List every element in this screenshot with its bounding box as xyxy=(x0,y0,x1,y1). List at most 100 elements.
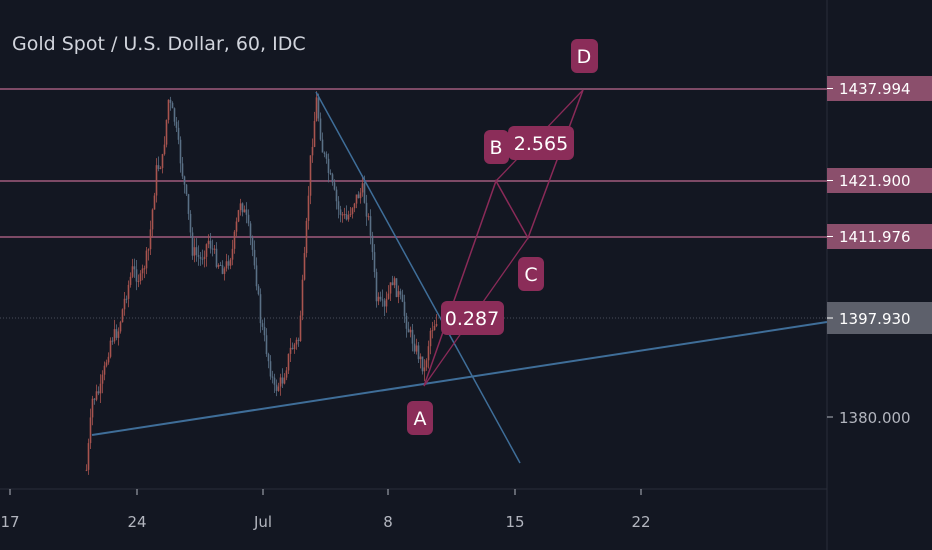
candle-body xyxy=(305,220,308,254)
candle-body xyxy=(323,152,326,154)
candle-body xyxy=(189,213,192,233)
candle-body xyxy=(233,231,236,249)
candle-body xyxy=(395,278,398,297)
candle-body xyxy=(303,253,306,280)
point-label-b: B xyxy=(484,130,509,164)
candle-body xyxy=(301,279,304,316)
point-label-d-text: D xyxy=(577,46,592,68)
candle-body xyxy=(169,99,172,103)
candle-body xyxy=(181,163,184,177)
candle-body xyxy=(85,469,88,471)
candle-body xyxy=(143,268,146,270)
candle-body xyxy=(161,154,164,168)
candle-body xyxy=(383,300,386,307)
candle-body xyxy=(299,315,302,341)
candle-body xyxy=(379,296,382,300)
candle-body xyxy=(125,298,128,300)
candle-body xyxy=(131,266,134,277)
price-axis[interactable]: 1437.994 1421.900 1411.976 1397.930 1380… xyxy=(827,76,932,427)
candle-body xyxy=(375,272,378,302)
candle-body xyxy=(99,383,102,394)
candle-body xyxy=(207,240,210,245)
candle-body xyxy=(423,367,426,372)
candle-body xyxy=(321,139,324,153)
candle-body xyxy=(265,335,268,355)
candle-body xyxy=(307,195,310,221)
support-trendline[interactable] xyxy=(91,321,828,436)
candle-body xyxy=(317,97,320,119)
point-label-b-text: B xyxy=(489,137,502,159)
candle-body xyxy=(139,273,142,281)
candle-body xyxy=(111,340,114,342)
candle-body xyxy=(103,365,106,375)
candle-body xyxy=(205,244,208,257)
candle-body xyxy=(269,361,272,377)
candle-body xyxy=(389,282,392,294)
candle-body xyxy=(387,293,390,299)
resistance-trendline[interactable] xyxy=(315,91,521,464)
point-label-d: D xyxy=(571,39,598,73)
candle-body xyxy=(221,265,224,274)
x-tick-24-text: 24 xyxy=(127,513,146,531)
candle-body xyxy=(357,194,360,199)
candle-body xyxy=(195,247,198,255)
candle-body xyxy=(333,182,336,190)
candle-body xyxy=(157,165,160,169)
x-tick-22: 22 xyxy=(631,489,651,531)
candle-body xyxy=(225,261,228,269)
candle-body xyxy=(425,360,428,368)
candle-body xyxy=(261,323,264,327)
candle-body xyxy=(117,331,120,338)
candle-body xyxy=(247,214,250,224)
candle-body xyxy=(285,370,288,378)
candle-body xyxy=(203,256,206,260)
candle-body xyxy=(377,296,380,302)
time-axis[interactable]: 17 24 Jul 8 15 22 xyxy=(0,489,651,531)
candle-body xyxy=(171,102,174,109)
candle-body xyxy=(429,330,432,347)
candle-body xyxy=(191,232,194,256)
candle-body xyxy=(339,209,342,215)
candle-body xyxy=(417,345,420,360)
candle-body xyxy=(179,139,182,164)
x-tick-15: 15 xyxy=(505,489,525,531)
candle-body xyxy=(93,398,96,400)
candle-body xyxy=(89,417,92,444)
level-price-label-3-text: 1411.976 xyxy=(839,228,911,246)
candle-body xyxy=(227,261,230,266)
x-tick-8: 8 xyxy=(383,489,393,531)
candle-body xyxy=(405,315,408,329)
candle-body xyxy=(137,280,140,282)
candle-body xyxy=(175,121,178,128)
candles xyxy=(85,91,438,475)
candle-body xyxy=(141,268,144,274)
candle-body xyxy=(353,203,356,209)
candle-body xyxy=(413,343,416,352)
candle-body xyxy=(277,386,280,391)
y-tick-1380: 1380.000 xyxy=(827,409,911,427)
candle-body xyxy=(211,248,214,250)
candle-body xyxy=(193,247,196,256)
candle-body xyxy=(289,347,292,354)
candle-body xyxy=(199,256,202,259)
candle-body xyxy=(167,99,170,120)
candle-body xyxy=(391,282,394,286)
candle-body xyxy=(107,356,110,363)
candle-body xyxy=(369,216,372,236)
candle-body xyxy=(251,237,254,250)
candle-body xyxy=(239,203,242,211)
candle-body xyxy=(235,221,238,232)
candle-body xyxy=(381,299,384,301)
candle-body xyxy=(397,291,400,297)
x-tick-jul-text: Jul xyxy=(253,513,272,531)
level-price-label-2-text: 1421.900 xyxy=(839,172,911,190)
candle-body xyxy=(165,119,168,145)
point-label-a-text: A xyxy=(414,408,427,430)
horizontal-levels xyxy=(0,88,827,238)
x-tick-15-text: 15 xyxy=(505,513,524,531)
candle-body xyxy=(115,329,118,338)
x-tick-jul: Jul xyxy=(253,489,272,531)
candle-body xyxy=(249,223,252,238)
candle-body xyxy=(173,108,176,122)
